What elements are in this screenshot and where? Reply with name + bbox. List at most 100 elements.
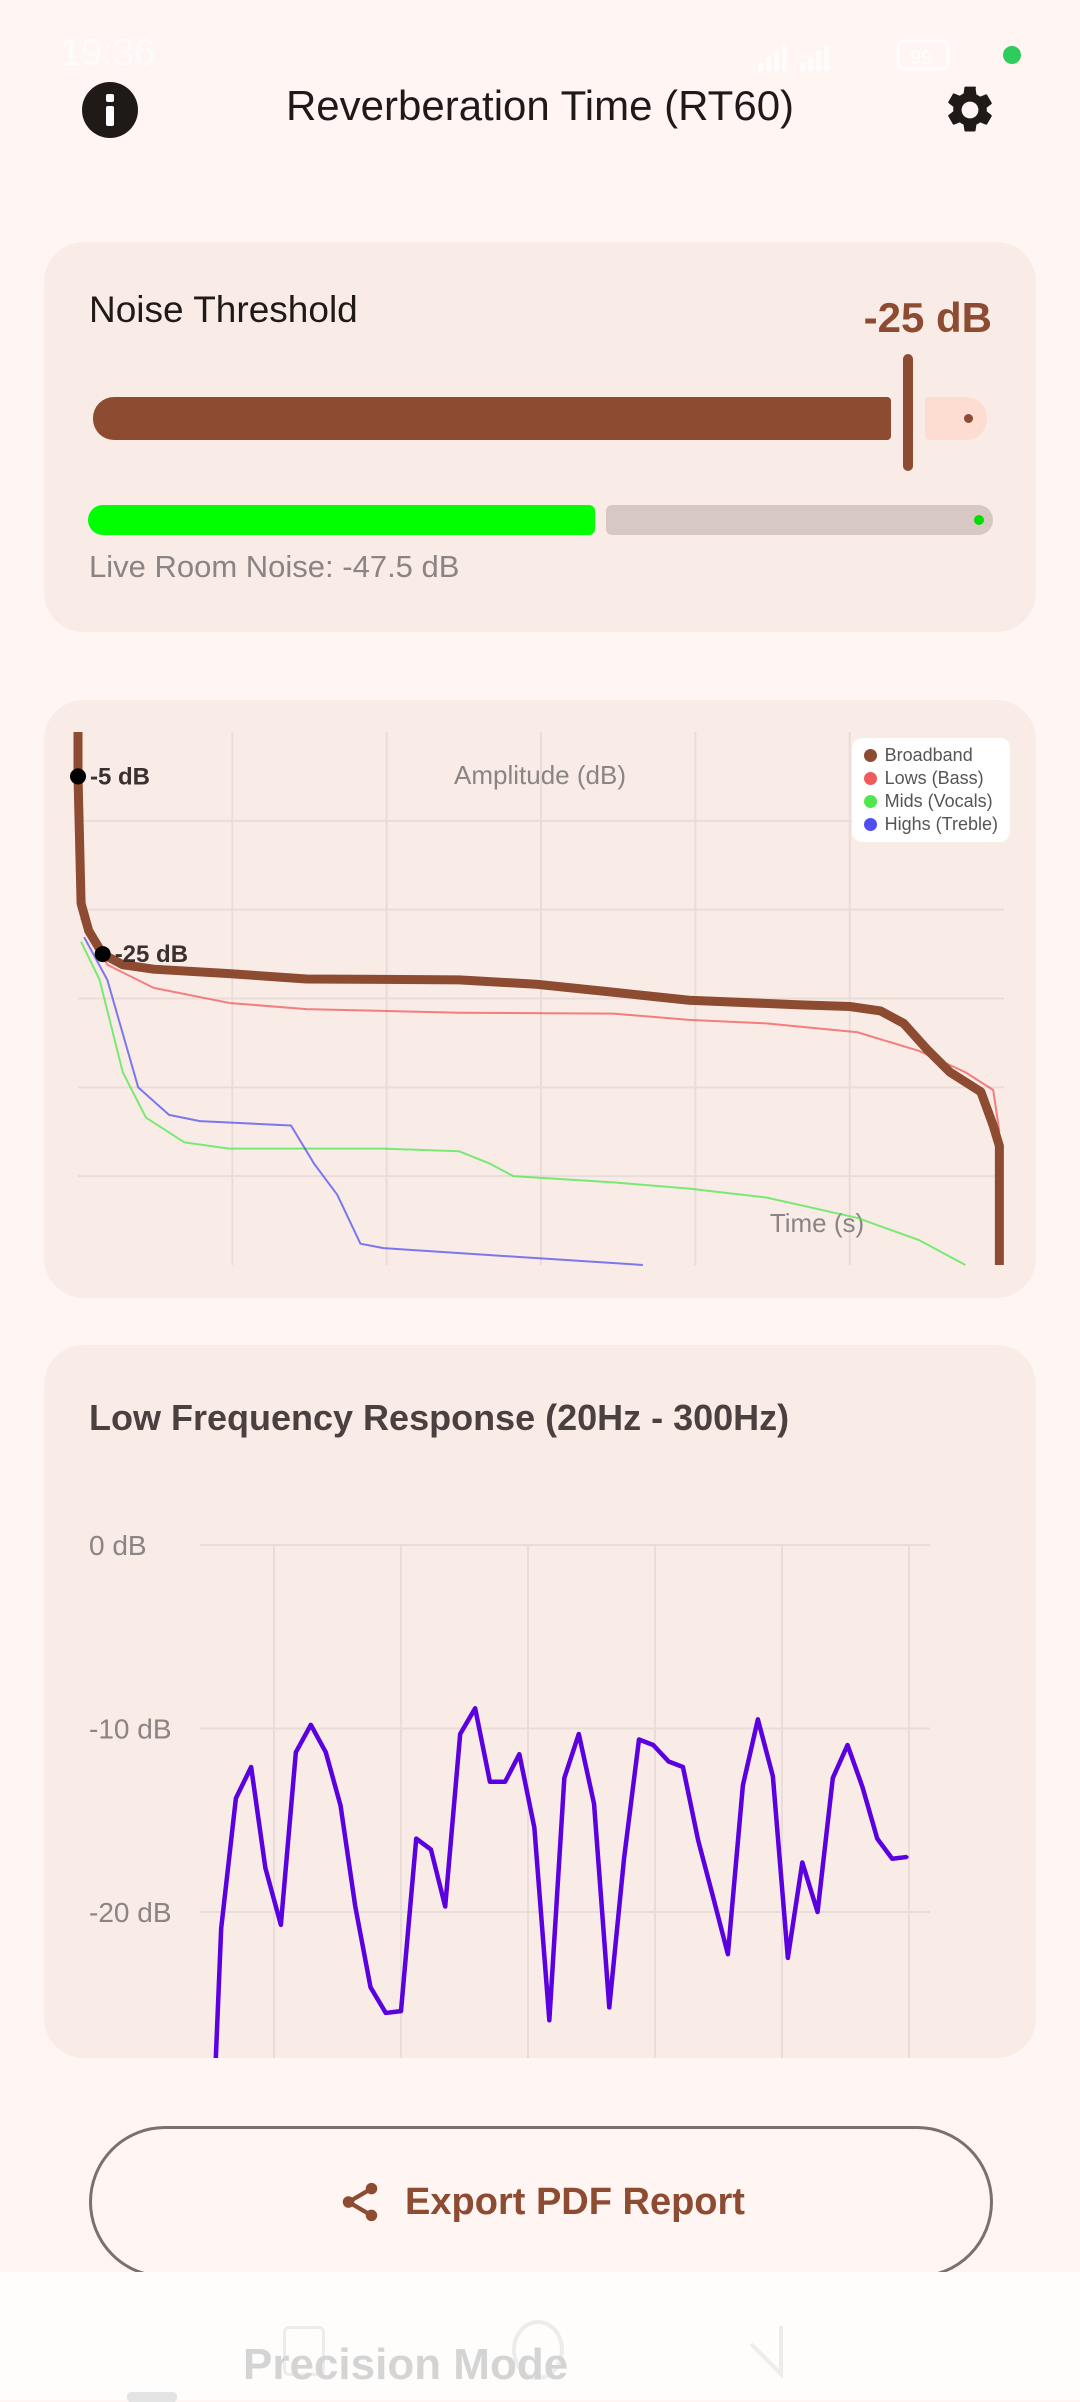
series-line-lows-bass- <box>80 918 1001 1132</box>
legend-label: Mids (Vocals) <box>884 791 993 811</box>
legend-item: Mids (Vocals) <box>863 790 998 813</box>
slider-active-track <box>93 397 891 440</box>
data-point <box>816 1910 820 1914</box>
data-point <box>786 1956 790 1960</box>
series-line-mids-vocals- <box>80 941 966 1266</box>
chart-legend: Broadband Lows (Bass) Mids (Vocals) High… <box>851 738 1010 842</box>
data-point <box>577 1732 581 1736</box>
data-point <box>517 1752 521 1756</box>
data-point <box>353 1904 357 1908</box>
data-point <box>384 2011 388 2015</box>
data-point <box>294 1750 298 1754</box>
recents-button[interactable] <box>283 2326 325 2376</box>
slider-inactive-track <box>925 397 987 440</box>
marker-label: -5 dB <box>90 763 150 790</box>
data-point <box>846 1743 850 1747</box>
marker-point <box>94 946 111 963</box>
data-point <box>667 1760 671 1764</box>
data-point <box>443 1904 447 1908</box>
live-room-noise: Live Room Noise: -47.5 dB <box>89 549 460 584</box>
data-point <box>562 1776 566 1780</box>
noise-threshold-label: Noise Threshold <box>89 289 358 330</box>
threshold-slider[interactable] <box>93 354 987 484</box>
data-point <box>622 1857 626 1861</box>
data-point <box>219 1927 223 1931</box>
meter-track <box>606 505 993 535</box>
legend-label: Highs (Treble) <box>884 814 998 834</box>
y-tick-label: -10 dB <box>89 1714 172 1745</box>
data-point <box>399 2009 403 2013</box>
data-point <box>696 1838 700 1842</box>
y-axis-label: Amplitude (dB) <box>454 760 626 790</box>
data-point <box>369 1985 373 1989</box>
data-point <box>681 1765 685 1769</box>
data-point <box>756 1717 760 1721</box>
low-frequency-card: Low Frequency Response (20Hz - 300Hz) 0 … <box>44 1345 1036 2058</box>
x-axis-label: Time (s) <box>770 1208 864 1238</box>
noise-threshold-value: -25 dB <box>863 294 992 341</box>
data-point <box>503 1780 507 1784</box>
data-point <box>309 1723 313 1727</box>
data-point <box>800 1860 804 1864</box>
page-title: Reverberation Time (RT60) <box>285 82 795 129</box>
data-point <box>875 1837 879 1841</box>
legend-label: Broadband <box>884 745 973 765</box>
marker-point <box>70 768 86 785</box>
data-point <box>339 1804 343 1808</box>
data-point <box>741 1783 745 1787</box>
data-point <box>890 1857 894 1861</box>
status-time: 19:36 <box>60 32 156 74</box>
battery-level: 99 <box>910 47 932 69</box>
y-tick-label: 0 dB <box>89 1530 147 1561</box>
data-point <box>592 1802 596 1806</box>
slider-handle[interactable] <box>903 354 913 471</box>
info-icon[interactable] <box>82 82 138 138</box>
data-point <box>473 1706 477 1710</box>
home-button[interactable] <box>512 2320 564 2380</box>
data-point <box>324 1750 328 1754</box>
gear-icon[interactable] <box>942 82 998 138</box>
y-tick-label: -20 dB <box>89 1897 172 1928</box>
marker-label: -25 dB <box>115 941 188 968</box>
status-bar: 19:36 99 <box>0 0 1080 100</box>
data-point <box>905 1855 909 1859</box>
share-icon <box>342 2182 378 2222</box>
data-point <box>861 1785 865 1789</box>
slider-stop-dot <box>964 414 973 423</box>
data-point <box>831 1776 835 1780</box>
meter-stop-dot <box>974 515 984 525</box>
series-line-broadband <box>73 732 1004 1265</box>
back-button[interactable] <box>745 2322 785 2378</box>
data-point <box>637 1738 641 1742</box>
ghost-icon <box>127 2392 177 2402</box>
data-point <box>429 1848 433 1852</box>
data-point <box>547 2018 551 2022</box>
precision-mode-ghost: Precision Mode <box>243 2340 569 2389</box>
data-point <box>279 1923 283 1927</box>
legend-item: Broadband <box>863 744 998 767</box>
data-point <box>458 1732 462 1736</box>
data-point <box>771 1774 775 1778</box>
data-point <box>414 1837 418 1841</box>
data-point <box>263 1866 267 1870</box>
status-icons: 99 <box>758 39 1021 71</box>
legend-item: Highs (Treble) <box>863 813 998 836</box>
decay-chart-card: Amplitude (dB) Time (s) -5 dB -25 dB Broa… <box>44 700 1036 1298</box>
response-line <box>213 1706 908 2058</box>
legend-item: Lows (Bass) <box>863 767 998 790</box>
data-point <box>607 2005 611 2009</box>
data-point <box>711 1895 715 1899</box>
export-pdf-button[interactable]: Export PDF Report <box>89 2126 993 2278</box>
chart-title: Low Frequency Response (20Hz - 300Hz) <box>89 1397 790 1438</box>
low-frequency-chart: 0 dB-10 dB-20 dB-30 dB-40 dB501001502002… <box>89 1530 930 2058</box>
data-point <box>532 1826 536 1830</box>
export-label: Export PDF Report <box>405 2180 745 2223</box>
privacy-dot <box>1003 46 1021 64</box>
data-point <box>488 1780 492 1784</box>
legend-label: Lows (Bass) <box>884 768 984 788</box>
navigation-bar <box>0 2272 1080 2402</box>
data-point <box>726 1952 730 1956</box>
series-line-highs-treble- <box>83 936 643 1266</box>
data-point <box>651 1743 655 1747</box>
data-point <box>234 1796 238 1800</box>
